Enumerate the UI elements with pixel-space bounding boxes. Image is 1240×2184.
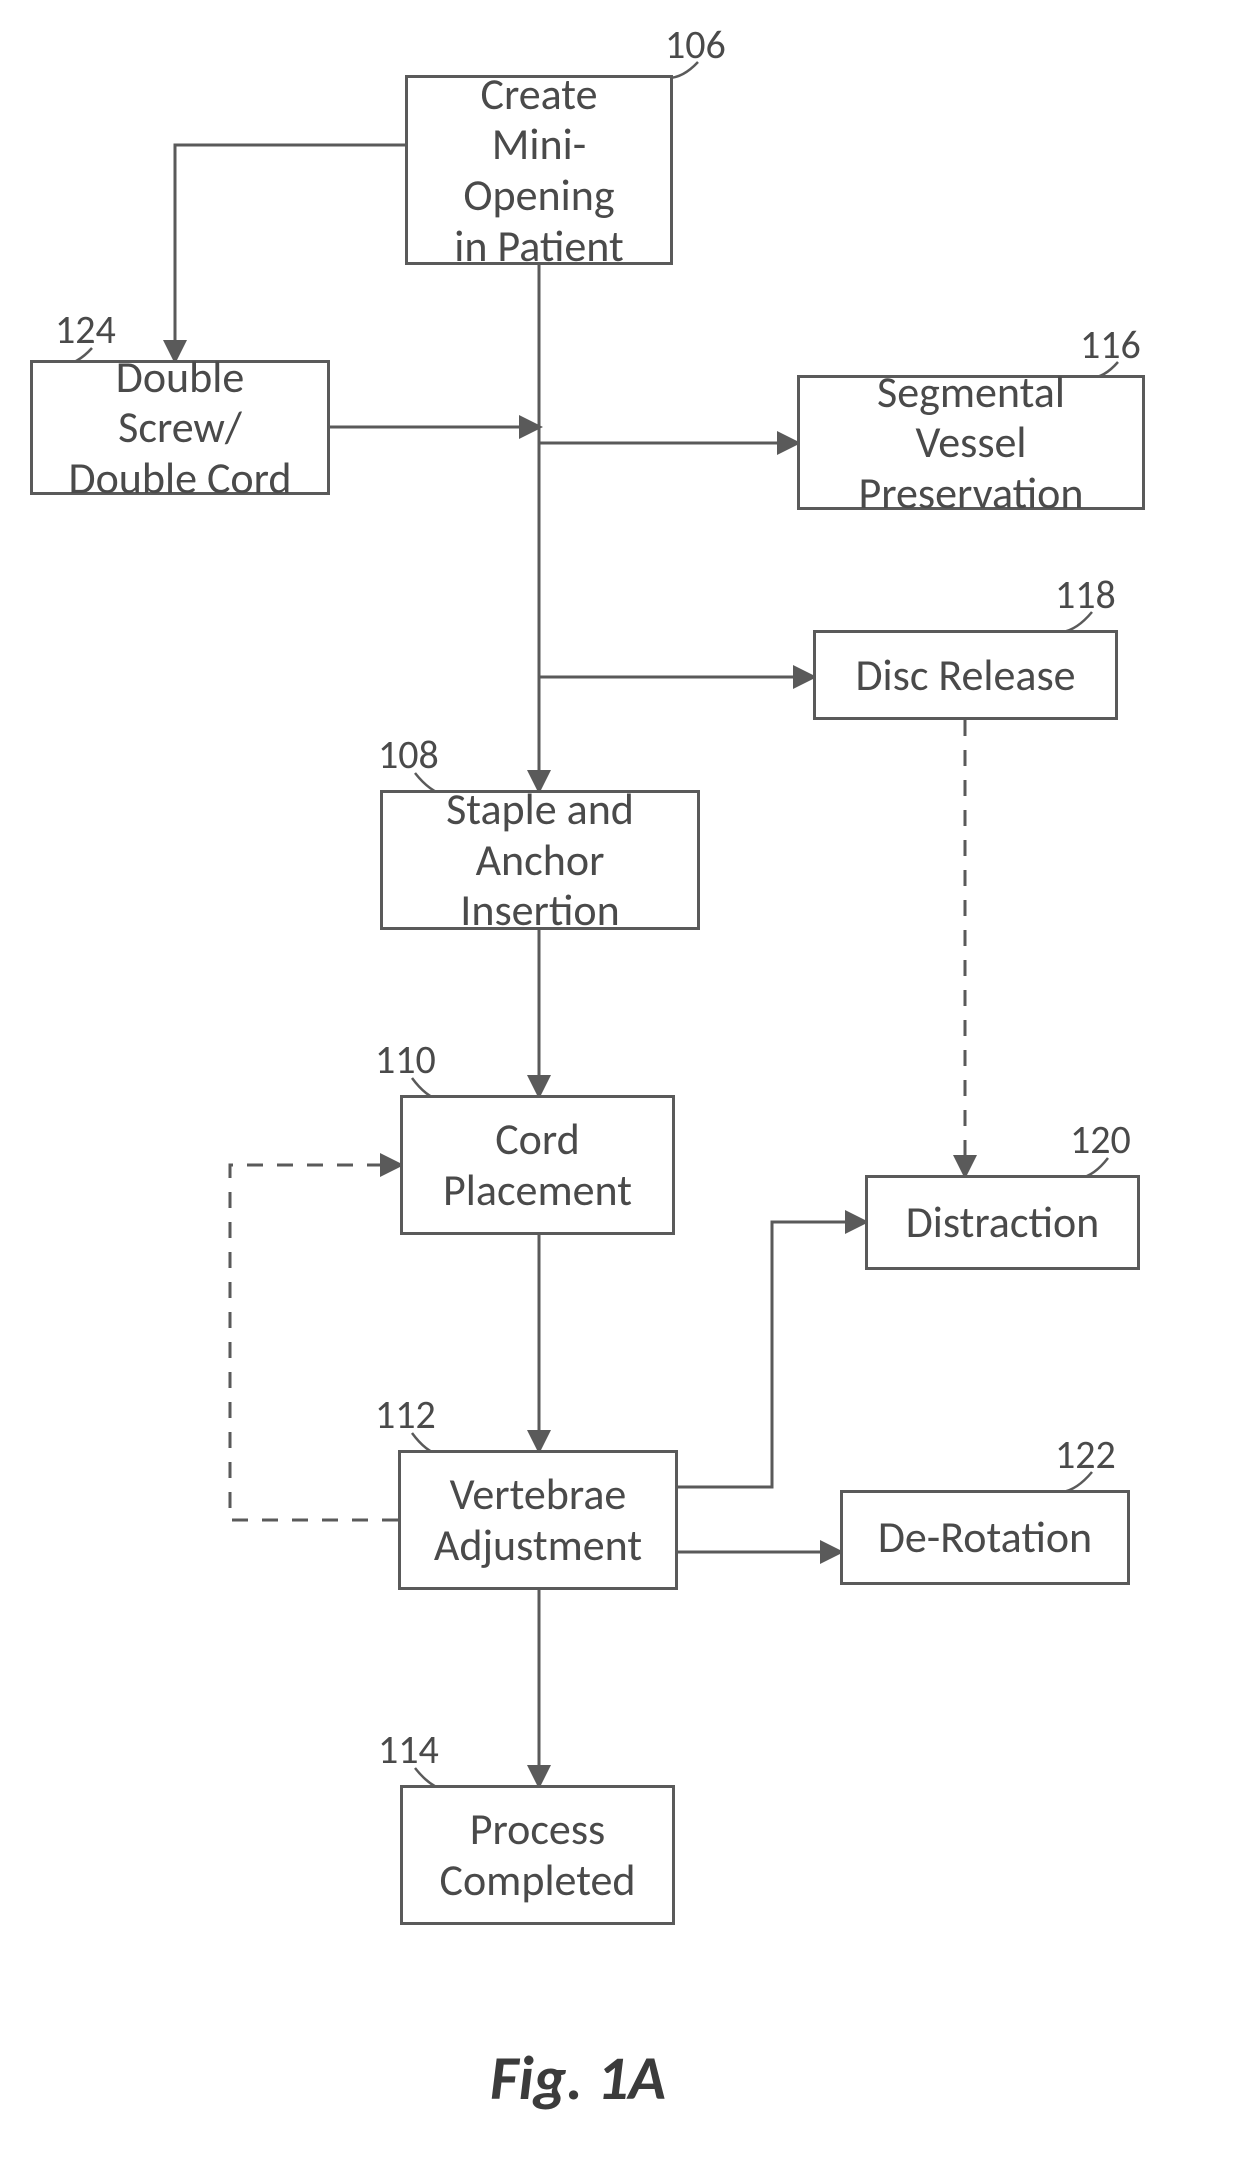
ref-r112: 112 <box>375 1390 436 1439</box>
node-label: Double Screw/Double Cord <box>51 352 309 504</box>
node-label: CreateMini-Openingin Patient <box>426 69 652 271</box>
ref-r106: 106 <box>665 20 726 69</box>
ref-r110: 110 <box>375 1035 436 1084</box>
ref-r116: 116 <box>1080 320 1141 369</box>
edge-e112-110-back <box>230 1165 400 1520</box>
ref-r114: 114 <box>378 1725 439 1774</box>
node-n120: Distraction <box>865 1175 1140 1270</box>
node-label: Segmental VesselPreservation <box>818 367 1124 519</box>
node-label: CordPlacement <box>443 1114 632 1215</box>
node-n118: Disc Release <box>813 630 1118 720</box>
node-n122: De-Rotation <box>840 1490 1130 1585</box>
ref-r124: 124 <box>55 305 116 354</box>
node-n106: CreateMini-Openingin Patient <box>405 75 673 265</box>
ref-r118: 118 <box>1055 570 1116 619</box>
node-label: De-Rotation <box>878 1512 1092 1563</box>
node-label: VertebraeAdjustment <box>434 1469 642 1570</box>
node-label: ProcessCompleted <box>440 1804 636 1905</box>
ref-r120: 120 <box>1070 1115 1131 1164</box>
ref-r122: 122 <box>1055 1430 1116 1479</box>
ref-r108: 108 <box>378 730 439 779</box>
node-n114: ProcessCompleted <box>400 1785 675 1925</box>
node-label: Staple andAnchor Insertion <box>401 784 679 936</box>
node-n116: Segmental VesselPreservation <box>797 375 1145 510</box>
node-label: Distraction <box>906 1197 1100 1248</box>
figure-caption: Fig. 1A <box>490 2040 666 2116</box>
flowchart-canvas: CreateMini-Openingin Patient Double Screw… <box>0 0 1240 2184</box>
node-n124: Double Screw/Double Cord <box>30 360 330 495</box>
edge-e106-124 <box>175 145 405 360</box>
node-n110: CordPlacement <box>400 1095 675 1235</box>
node-n112: VertebraeAdjustment <box>398 1450 678 1590</box>
node-label: Disc Release <box>855 650 1075 701</box>
node-n108: Staple andAnchor Insertion <box>380 790 700 930</box>
edge-e112-120 <box>678 1222 865 1487</box>
